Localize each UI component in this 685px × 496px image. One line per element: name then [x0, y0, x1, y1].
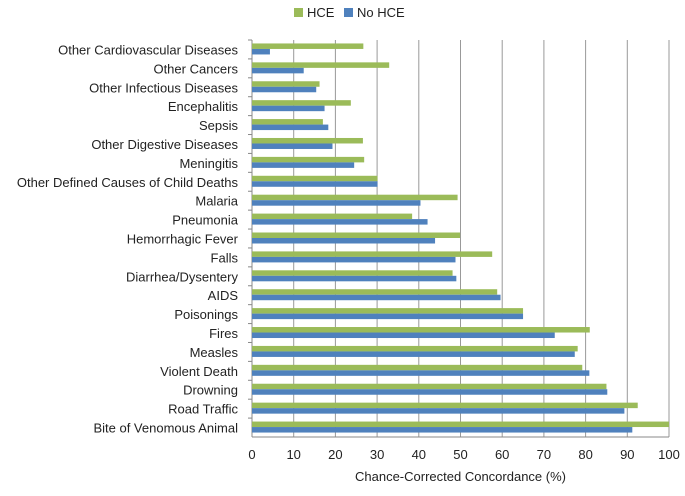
bar-hce [252, 175, 378, 182]
bar-no-hce [252, 427, 633, 433]
x-tick-label: 90 [620, 447, 634, 462]
category-label: Other Cardiovascular Diseases [58, 42, 238, 57]
bar-hce [252, 421, 669, 428]
category-label: Diarrhea/Dysentery [126, 269, 238, 284]
bar-hce [252, 289, 498, 295]
bar-hce [252, 156, 365, 163]
category-label: Sepsis [199, 118, 239, 133]
bar-no-hce [252, 181, 378, 187]
bar-no-hce [252, 313, 524, 320]
bar-hce [252, 81, 320, 87]
x-tick-label: 60 [495, 447, 509, 462]
x-tick-label: 80 [578, 447, 592, 462]
x-tick-label: 50 [453, 447, 467, 462]
x-tick-label: 0 [248, 447, 255, 462]
bar-hce [252, 327, 590, 333]
bar-hce [252, 383, 607, 390]
bar-no-hce [252, 48, 270, 55]
category-label: Hemorrhagic Fever [127, 232, 239, 247]
bar-hce [252, 100, 351, 106]
legend-item: HCE [294, 5, 335, 20]
bar-hce [252, 345, 578, 352]
bar-no-hce [252, 408, 625, 414]
bar-no-hce [252, 389, 608, 395]
bar-hce [252, 43, 364, 49]
bar-no-hce [252, 370, 590, 376]
bar-no-hce [252, 275, 457, 282]
x-tick-label: 40 [412, 447, 426, 462]
category-label: Other Digestive Diseases [91, 137, 238, 152]
bar-no-hce [252, 162, 355, 168]
legend-label: No HCE [357, 5, 405, 20]
bar-hce [252, 137, 363, 144]
bar-no-hce [252, 238, 436, 244]
legend-item: No HCE [344, 5, 405, 20]
bar-no-hce [252, 143, 333, 149]
category-label: Bite of Venomous Animal [93, 421, 238, 436]
category-label: AIDS [208, 288, 239, 303]
bar-hce [252, 251, 493, 257]
legend-swatch [344, 8, 353, 17]
category-label: Drowning [183, 383, 238, 398]
category-label: Other Cancers [153, 61, 238, 76]
category-label: Falls [211, 250, 239, 265]
bar-no-hce [252, 105, 325, 112]
bar-no-hce [252, 332, 555, 339]
bar-no-hce [252, 200, 421, 206]
x-tick-label: 100 [658, 447, 680, 462]
bar-hce [252, 402, 638, 409]
bar-hce [252, 62, 390, 68]
x-tick-label: 20 [328, 447, 342, 462]
category-label: Pneumonia [172, 213, 239, 228]
category-label: Meningitis [179, 156, 238, 171]
bar-hce [252, 308, 524, 314]
bar-hce [252, 213, 413, 220]
category-label: Measles [190, 345, 239, 360]
category-label: Road Traffic [168, 402, 238, 417]
legend-swatch [294, 8, 303, 17]
bar-no-hce [252, 294, 501, 301]
x-axis-title: Chance-Corrected Concordance (%) [355, 469, 566, 484]
bar-no-hce [252, 219, 428, 225]
bar-hce [252, 364, 583, 371]
bar-no-hce [252, 256, 456, 263]
bar-no-hce [252, 351, 575, 357]
bar-no-hce [252, 86, 317, 93]
bar-hce [252, 194, 458, 201]
category-label: Other Infectious Diseases [89, 80, 238, 95]
category-label: Poisonings [174, 307, 238, 322]
bar-no-hce [252, 67, 304, 74]
legend-label: HCE [307, 5, 335, 20]
x-tick-label: 70 [537, 447, 551, 462]
category-label: Fires [209, 326, 238, 341]
bar-hce [252, 232, 461, 238]
category-label: Malaria [195, 194, 238, 209]
category-label: Violent Death [160, 364, 238, 379]
x-tick-label: 30 [370, 447, 384, 462]
bar-hce [252, 270, 453, 276]
x-tick-label: 10 [286, 447, 300, 462]
category-label: Encephalitis [168, 99, 239, 114]
bar-hce [252, 119, 323, 125]
bar-no-hce [252, 124, 329, 131]
category-label: Other Defined Causes of Child Deaths [17, 175, 239, 190]
